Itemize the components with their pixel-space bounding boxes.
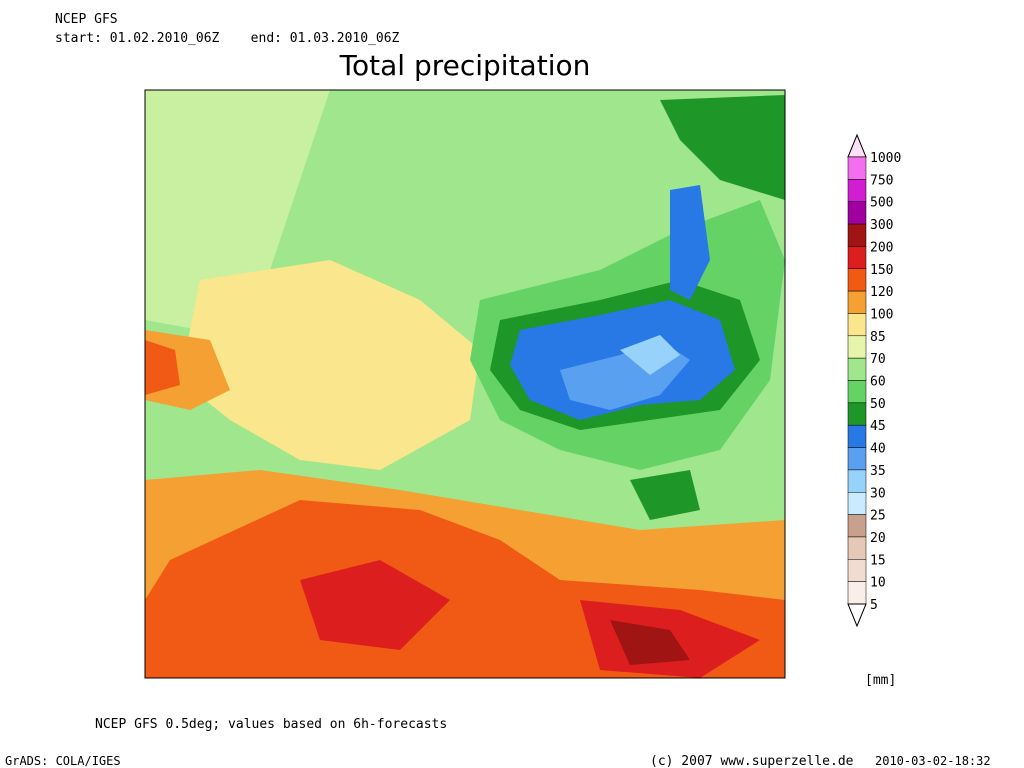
legend-swatch: [847, 492, 867, 515]
legend-swatch: [847, 424, 867, 448]
legend-swatch: [847, 201, 867, 225]
map: [144, 89, 786, 679]
legend-swatch: [847, 335, 867, 359]
legend-label: 500: [870, 196, 893, 211]
legend-swatch: [847, 179, 867, 202]
legend-label: 35: [870, 464, 886, 479]
legend-swatch: [847, 380, 867, 404]
title: Total precipitation: [339, 49, 591, 82]
unit: [mm]: [865, 673, 896, 688]
legend-swatch: [847, 402, 867, 426]
legend-swatch: [847, 469, 867, 493]
legend-end: [847, 133, 867, 158]
legend-label: 70: [870, 352, 886, 367]
legend-swatch: [847, 581, 867, 605]
model: NCEP GFS: [55, 12, 118, 27]
legend-label: 60: [870, 375, 886, 390]
software: GrADS: COLA/IGES: [5, 754, 121, 768]
legend-swatch: [847, 223, 867, 247]
legend-swatch: [847, 514, 867, 538]
legend-label: 40: [870, 442, 886, 457]
legend-label: 30: [870, 486, 886, 501]
legend-label: 750: [870, 173, 893, 188]
period: start: 01.02.2010_06Z end: 01.03.2010_06…: [55, 31, 400, 46]
legend-label: 25: [870, 509, 886, 524]
legend-swatch: [847, 313, 867, 337]
legend-label: 1000: [870, 151, 901, 166]
legend-label: 10: [870, 576, 886, 591]
legend-label: 100: [870, 307, 893, 322]
legend-swatch: [847, 447, 867, 471]
legend-label: 120: [870, 285, 893, 300]
legend: 1000 750 500 300 200 150 120 100 85 70 60 50 45 40 35 3…: [847, 133, 901, 628]
legend-swatch: [847, 357, 867, 381]
timestamp: 2010-03-02-18:32: [875, 754, 991, 768]
legend-swatch: [847, 536, 867, 560]
legend-label: 15: [870, 553, 886, 568]
legend-swatch: [847, 156, 867, 180]
legend-label: 200: [870, 240, 893, 255]
legend-swatch: [847, 268, 867, 292]
legend-swatch: [847, 246, 867, 269]
legend-label: 85: [870, 330, 886, 345]
legend-label: 5: [870, 598, 878, 613]
legend-end: [847, 603, 867, 628]
legend-label: 50: [870, 397, 886, 412]
footer-note: NCEP GFS 0.5deg; values based on 6h-fore…: [95, 717, 447, 732]
legend-swatch: [847, 559, 867, 582]
copyright: (c) 2007 www.superzelle.de: [650, 754, 854, 768]
legend-label: 300: [870, 218, 893, 233]
legend-label: 45: [870, 419, 886, 434]
legend-label: 150: [870, 263, 893, 278]
legend-label: 20: [870, 531, 886, 546]
legend-swatch: [847, 290, 867, 314]
